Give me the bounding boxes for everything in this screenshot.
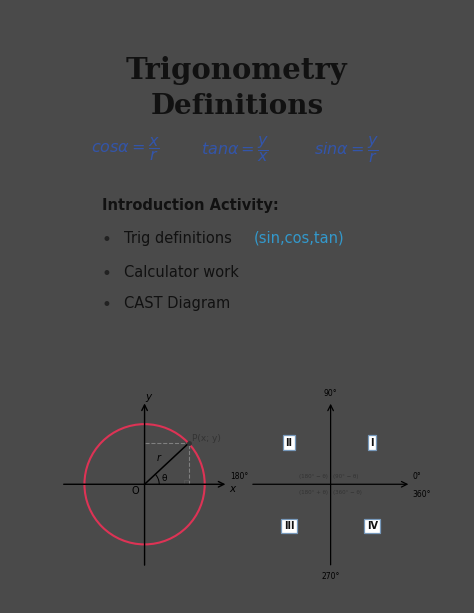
Text: (180° − θ): (180° − θ) — [299, 474, 328, 479]
Text: $tan\alpha = \dfrac{y}{x}$: $tan\alpha = \dfrac{y}{x}$ — [201, 134, 269, 164]
Text: θ: θ — [162, 474, 167, 482]
Text: 90°: 90° — [324, 389, 337, 398]
Text: III: III — [284, 521, 294, 531]
Text: •: • — [102, 297, 112, 314]
Text: •: • — [102, 265, 112, 283]
Text: O: O — [131, 485, 139, 496]
Text: Trigonometry: Trigonometry — [126, 56, 348, 85]
Text: CAST Diagram: CAST Diagram — [124, 297, 230, 311]
Text: y: y — [145, 392, 151, 402]
Text: P(x; y): P(x; y) — [192, 433, 221, 443]
Text: IV: IV — [367, 521, 378, 531]
Text: Definitions: Definitions — [150, 93, 324, 120]
Text: 270°: 270° — [321, 572, 340, 581]
Text: r: r — [157, 453, 161, 463]
Text: (360° − θ): (360° − θ) — [333, 490, 362, 495]
Text: 360°: 360° — [412, 490, 431, 499]
Text: $cos\alpha = \dfrac{x}{r}$: $cos\alpha = \dfrac{x}{r}$ — [91, 135, 160, 164]
Text: (sin,cos,tan): (sin,cos,tan) — [254, 231, 344, 246]
Text: $sin\alpha = \dfrac{y}{r}$: $sin\alpha = \dfrac{y}{r}$ — [314, 134, 378, 165]
Text: •: • — [102, 231, 112, 249]
Text: Introduction Activity:: Introduction Activity: — [102, 198, 279, 213]
Text: II: II — [285, 438, 292, 447]
Text: x: x — [229, 484, 236, 494]
Text: (90° − θ): (90° − θ) — [333, 474, 359, 479]
Text: 180°: 180° — [231, 473, 249, 481]
Text: 0°: 0° — [412, 472, 421, 481]
Text: I: I — [371, 438, 374, 447]
Text: Trig definitions: Trig definitions — [124, 231, 237, 246]
Text: Calculator work: Calculator work — [124, 265, 239, 280]
Text: (180° + θ): (180° + θ) — [299, 490, 328, 495]
